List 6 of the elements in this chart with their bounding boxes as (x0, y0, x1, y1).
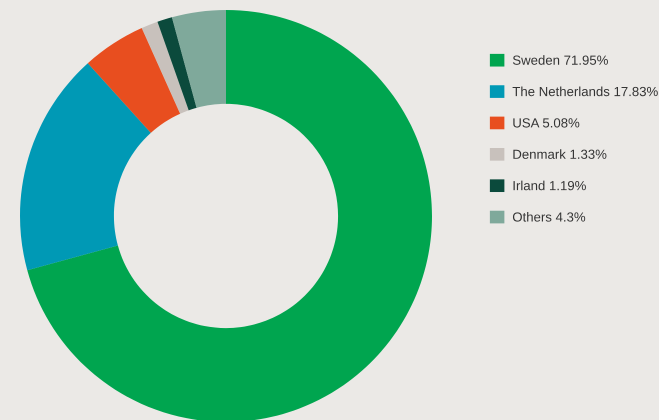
legend-label: USA 5.08% (513, 118, 580, 128)
legend-label: Others 4.3% (512, 212, 586, 222)
legend-label: The Netherlands 17.83% (512, 86, 658, 96)
legend-label: Denmark 1.33% (513, 149, 606, 159)
legend-label: Sweden 71.95% (512, 55, 608, 65)
legend-label: Irland 1.19% (514, 180, 586, 190)
